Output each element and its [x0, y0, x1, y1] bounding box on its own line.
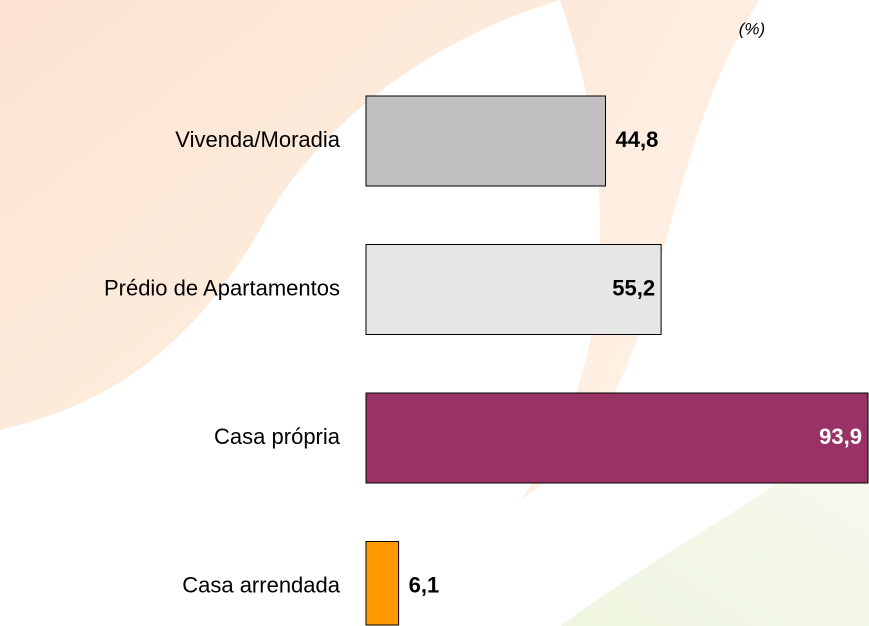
bar [366, 393, 868, 483]
category-label: Vivenda/Moradia [175, 127, 340, 152]
unit-label: (%) [739, 19, 765, 38]
chart: (%) Vivenda/Moradia 44,8 Prédio de Apartam… [0, 0, 869, 626]
value-label: 6,1 [409, 572, 440, 597]
value-label: 93,9 [819, 424, 862, 449]
value-label: 55,2 [612, 275, 655, 300]
value-label: 44,8 [616, 127, 659, 152]
category-label: Prédio de Apartamentos [104, 275, 340, 300]
bar [366, 96, 606, 186]
category-label: Casa própria [214, 424, 341, 449]
bar [366, 542, 399, 626]
category-label: Casa arrendada [182, 572, 341, 597]
